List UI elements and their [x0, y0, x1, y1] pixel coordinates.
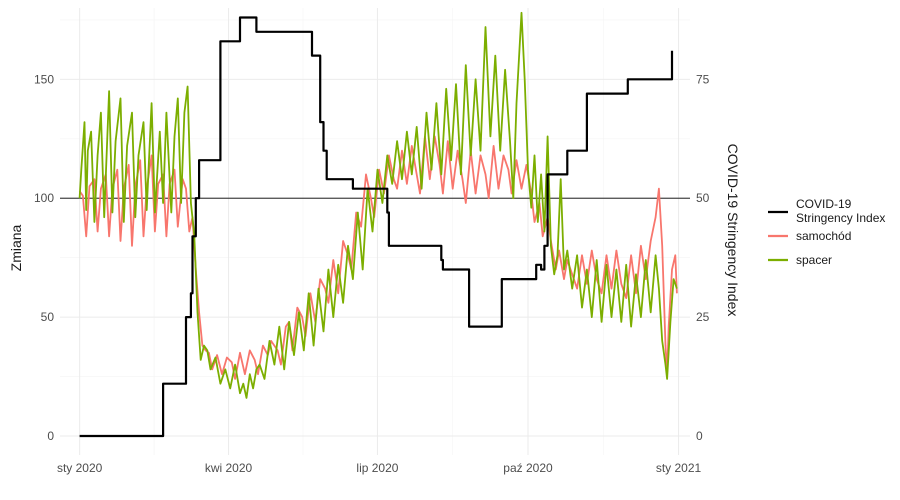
- y2-tick-label: 0: [696, 429, 703, 443]
- legend-label: samochód: [796, 229, 851, 243]
- y-tick-label: 150: [34, 72, 54, 86]
- grid-layer: [60, 8, 690, 455]
- series-line-spacer: [78, 11, 678, 399]
- legend-label-cont: Stringency Index: [796, 211, 885, 225]
- x-tick-label: sty 2020: [57, 461, 103, 475]
- legend-label: COVID-19: [796, 197, 852, 211]
- series-line-covid-19-stringency-index: [79, 16, 674, 438]
- y2-tick-label: 50: [696, 191, 710, 205]
- axis-layer: sty 2020 kwi 2020 lip 2020 paź 2020 sty 2021…: [34, 72, 710, 475]
- y2-tick-label: 75: [696, 72, 710, 86]
- y-tick-label: 100: [34, 191, 54, 205]
- legend-item: samochód: [768, 229, 851, 243]
- x-tick-label: kwi 2020: [205, 461, 253, 475]
- x-tick-label: lip 2020: [356, 461, 398, 475]
- series-layer: [78, 11, 678, 438]
- x-tick-label: sty 2021: [656, 461, 702, 475]
- y-tick-label: 50: [41, 310, 55, 324]
- x-tick-label: paź 2020: [503, 461, 553, 475]
- legend-label: spacer: [796, 253, 832, 267]
- y2-tick-label: 25: [696, 310, 710, 324]
- legend-item: spacer: [768, 253, 832, 267]
- y2-axis-title: COVID-19 Stringency Index: [725, 144, 741, 317]
- y-tick-label: 0: [47, 429, 54, 443]
- y-axis-title: Zmiana: [8, 224, 24, 271]
